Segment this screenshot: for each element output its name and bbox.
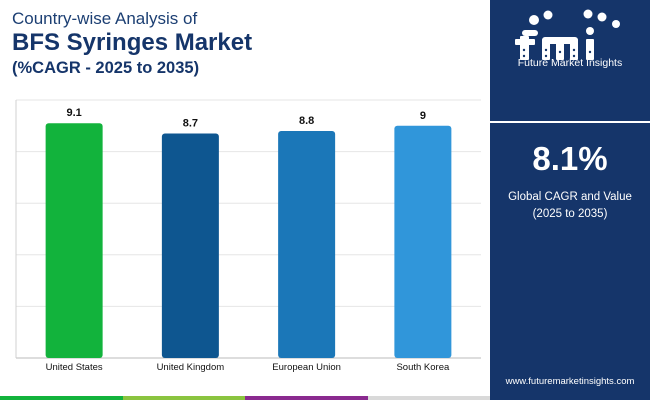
bar-chart-svg: 9.1 8.7 8.8 9 [15, 99, 481, 359]
bottom-bar-segment [0, 396, 123, 400]
data-label: 9.1 [66, 107, 81, 119]
side-panel: Future Market Insights 8.1% Global CAGR … [490, 0, 650, 400]
website-link[interactable]: www.futuremarketinsights.com [505, 376, 635, 387]
chart-plot-area: 9.1 8.7 8.8 9 [15, 99, 481, 359]
bar-united-kingdom [161, 133, 219, 358]
data-label: 9 [420, 110, 426, 122]
x-axis-labels: United States United Kingdom European Unio… [16, 362, 481, 378]
x-tick-label: European Union [272, 362, 341, 373]
bottom-bar-segment [367, 396, 490, 400]
data-label: 8.7 [183, 118, 198, 130]
data-label: 8.8 [299, 115, 314, 127]
bar-european-union [278, 130, 336, 358]
global-cagr-value: 8.1% [532, 140, 608, 177]
bar-united-states [45, 123, 103, 358]
x-tick-label: South Korea [396, 362, 450, 373]
bar-south-korea [394, 125, 452, 358]
panel-divider [490, 121, 650, 123]
global-cagr-description: Global CAGR and Value (2025 to 2035) [500, 189, 640, 223]
bottom-color-bar [0, 396, 490, 400]
chart-title: BFS Syringes Market [12, 29, 253, 56]
chart-header: Country-wise Analysis of BFS Syringes Ma… [12, 8, 482, 79]
global-cagr-desc-line1: Global CAGR and Value [508, 191, 632, 203]
x-tick-label: United States [45, 362, 103, 373]
chart-subtitle: Country-wise Analysis of [12, 9, 198, 28]
global-cagr-desc-line2: (2025 to 2035) [532, 208, 608, 220]
bottom-bar-segment [245, 396, 368, 400]
chart-cagr-label: (%CAGR - 2025 to 2035) [12, 59, 200, 77]
x-tick-label: United Kingdom [156, 362, 225, 373]
brand-name: Future Market Insights [517, 57, 623, 69]
fmi-logo-icon [515, 9, 620, 60]
bottom-bar-segment [122, 396, 245, 400]
